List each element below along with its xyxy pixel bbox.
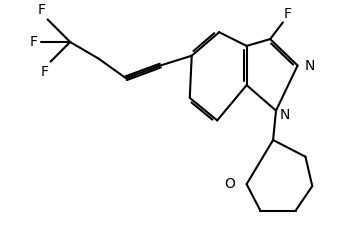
Text: N: N xyxy=(304,59,315,72)
Text: F: F xyxy=(38,3,46,17)
Text: F: F xyxy=(284,7,292,21)
Text: F: F xyxy=(41,65,49,78)
Text: O: O xyxy=(224,177,235,191)
Text: F: F xyxy=(30,35,38,49)
Text: N: N xyxy=(280,108,290,121)
